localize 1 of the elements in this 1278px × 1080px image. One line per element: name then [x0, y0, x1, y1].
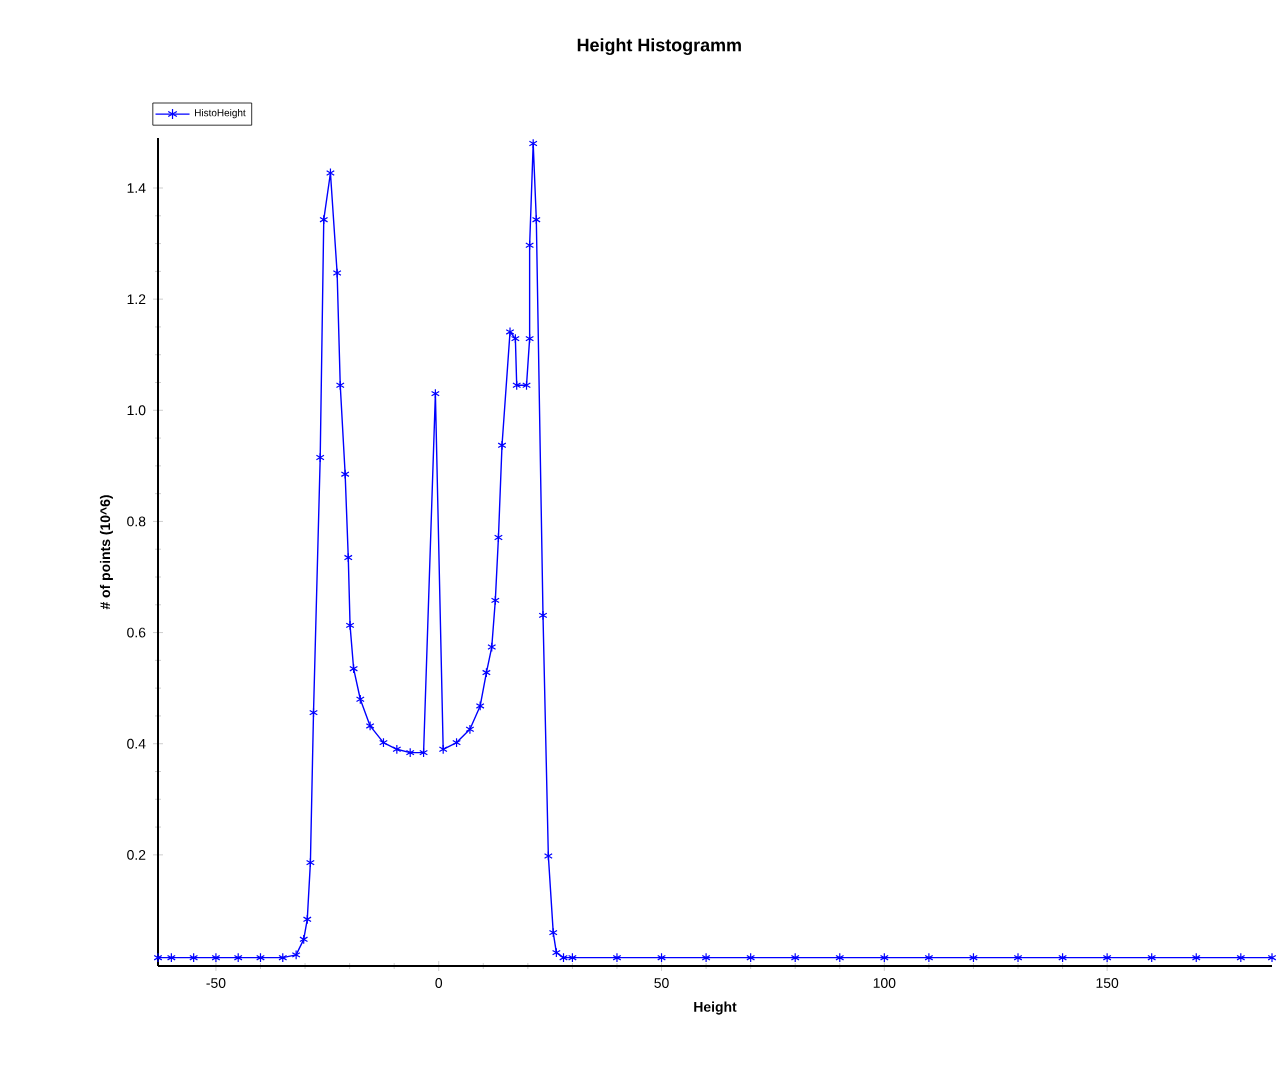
chart-title: Height Histogramm — [577, 38, 741, 56]
